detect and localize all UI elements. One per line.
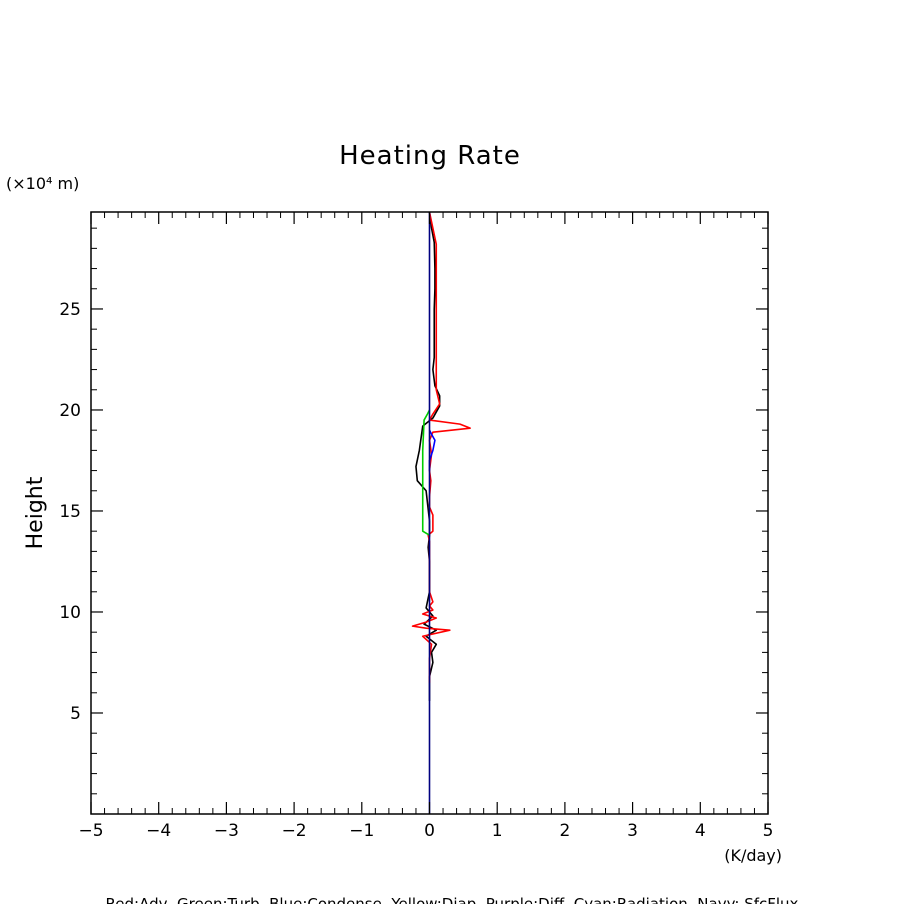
x-tick-label: −5 — [78, 821, 103, 841]
x-tick-label: −3 — [214, 821, 239, 841]
x-tick-label: −4 — [146, 821, 171, 841]
x-tick-label: 1 — [492, 821, 503, 841]
x-tick-label: −1 — [349, 821, 374, 841]
y-tick-label: 15 — [59, 502, 81, 522]
ticks-layer: −5 −4 −3 −2 −1 0 1 2 3 4 5 5 10 15 20 25 — [59, 212, 773, 841]
series-line-adv — [411, 211, 471, 683]
chart-title: Heating Rate — [339, 141, 521, 171]
y-tick-label: 10 — [59, 603, 81, 623]
x-tick-label: 5 — [763, 821, 774, 841]
x-axis-label: (K/day) — [724, 846, 782, 865]
x-tick-label: 4 — [695, 821, 706, 841]
y-tick-label: 25 — [59, 300, 81, 320]
x-tick-label: 2 — [559, 821, 570, 841]
series-layer — [411, 211, 471, 814]
y-tick-label: 5 — [70, 704, 81, 724]
y-tick-label: 20 — [59, 401, 81, 421]
x-tick-label: 3 — [627, 821, 638, 841]
x-tick-label: −2 — [282, 821, 307, 841]
y-axis-label: Height — [23, 476, 48, 549]
series-line-turb — [421, 409, 431, 536]
x-tick-label: 0 — [424, 821, 435, 841]
y-axis-unit: (×10⁴ m) — [6, 174, 79, 193]
plot-frame — [90, 211, 769, 815]
legend-text: Red:Adv, Green:Turb, Blue:Condense, Yell… — [106, 895, 799, 904]
